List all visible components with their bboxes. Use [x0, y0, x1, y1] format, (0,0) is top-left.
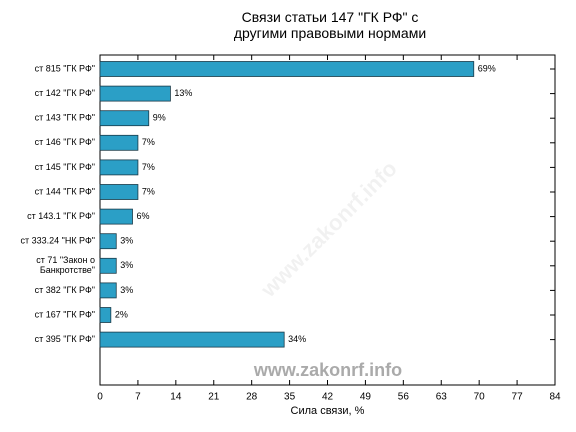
y-tick-label: ст 167 "ГК РФ" — [35, 309, 95, 319]
value-label: 3% — [120, 260, 133, 270]
x-tick-label: 56 — [398, 392, 410, 403]
value-label: 69% — [478, 63, 496, 73]
value-label: 3% — [120, 236, 133, 246]
bar — [99, 208, 133, 225]
x-tick-label: 7 — [135, 392, 141, 403]
x-tick-label: 63 — [436, 392, 448, 403]
bar — [99, 282, 117, 299]
value-label: 7% — [142, 186, 155, 196]
x-tick-label: 84 — [549, 392, 561, 403]
bar — [99, 159, 139, 176]
y-tick-label: ст 143 "ГК РФ" — [35, 113, 95, 123]
y-tick-label: ст 144 "ГК РФ" — [35, 186, 95, 196]
value-label: 13% — [174, 88, 192, 98]
value-label: 34% — [288, 334, 306, 344]
watermark: www.zakonrf.info — [253, 360, 402, 380]
x-tick-label: 77 — [512, 392, 524, 403]
x-tick-label: 70 — [474, 392, 486, 403]
bar — [99, 61, 475, 77]
x-tick-label: 35 — [284, 392, 296, 403]
y-tick-label: ст 146 "ГК РФ" — [35, 137, 95, 147]
y-tick-label: ст 395 "ГК РФ" — [35, 334, 95, 344]
value-label: 9% — [153, 113, 166, 123]
bar — [99, 257, 117, 274]
bar — [99, 134, 139, 151]
value-label: 7% — [142, 162, 155, 172]
y-tick-label: ст 71 "Закон о Банкротстве" — [36, 255, 95, 275]
bar — [99, 233, 117, 250]
bar — [99, 307, 112, 323]
value-label: 6% — [137, 211, 150, 221]
value-label: 7% — [142, 137, 155, 147]
y-tick-label: ст 143.1 "ГК РФ" — [27, 211, 95, 221]
bar — [99, 110, 150, 127]
x-axis-label: Сила связи, % — [291, 405, 365, 417]
y-tick-label: ст 145 "ГК РФ" — [35, 162, 95, 172]
bar — [99, 184, 139, 200]
x-tick-label: 49 — [360, 392, 372, 403]
value-label: 2% — [115, 309, 128, 319]
bar — [99, 85, 171, 102]
x-tick-label: 28 — [246, 392, 258, 403]
y-tick-label: ст 382 "ГК РФ" — [35, 285, 95, 295]
x-tick-label: 14 — [170, 392, 182, 403]
chart-title: Связи статьи 147 "ГК РФ" с другими правов… — [234, 9, 426, 41]
y-tick-label: ст 142 "ГК РФ" — [35, 88, 95, 98]
watermark: www.zakonrf.info — [255, 156, 402, 303]
value-label: 3% — [120, 285, 133, 295]
y-tick-label: ст 333.24 "НК РФ" — [20, 236, 95, 246]
x-tick-label: 42 — [322, 392, 334, 403]
x-tick-label: 0 — [97, 392, 103, 403]
bar — [99, 331, 285, 348]
y-tick-label: ст 815 "ГК РФ" — [35, 63, 95, 73]
x-tick-label: 21 — [208, 392, 220, 403]
